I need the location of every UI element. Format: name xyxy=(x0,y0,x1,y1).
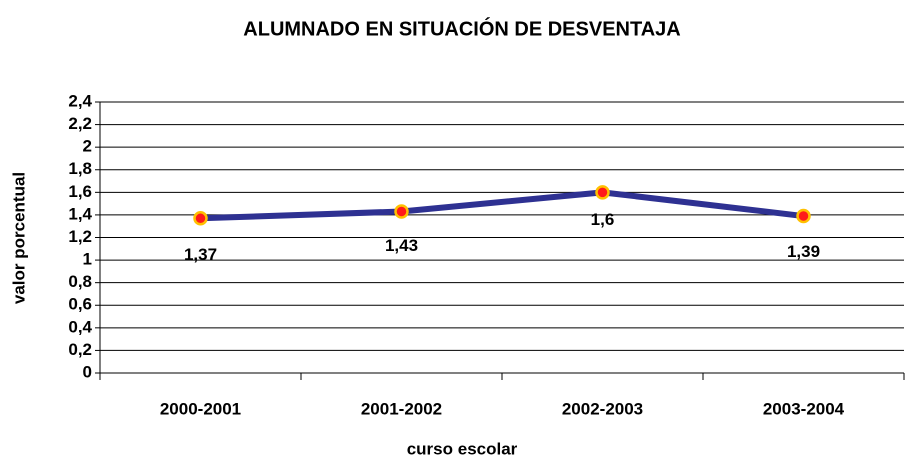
chart-title: ALUMNADO EN SITUACIÓN DE DESVENTAJA xyxy=(243,16,680,40)
data-point xyxy=(796,208,811,224)
data-point xyxy=(595,185,610,200)
y-axis-title: valor porcentual xyxy=(9,172,28,304)
x-axis-title: curso escolar xyxy=(407,439,518,458)
y-tick-label: 2,4 xyxy=(68,91,92,110)
y-tick-label: 0,2 xyxy=(68,340,92,359)
x-tick-label: 2001-2002 xyxy=(361,399,442,418)
y-tick-label: 0,8 xyxy=(68,272,92,291)
x-tick-label: 2003-2004 xyxy=(763,399,845,418)
y-tick-label: 1,8 xyxy=(68,159,92,178)
data-label: 1,43 xyxy=(385,236,418,255)
y-tick-label: 2,2 xyxy=(68,114,92,133)
y-tick-label: 0 xyxy=(83,362,92,381)
series-line xyxy=(200,189,804,222)
data-label: 1,6 xyxy=(591,210,615,229)
data-point xyxy=(193,211,208,226)
x-tick-label: 2002-2003 xyxy=(562,399,643,418)
x-tick-label: 2000-2001 xyxy=(160,399,241,418)
y-tick-label: 1,2 xyxy=(68,227,92,246)
y-tick-label: 0,6 xyxy=(68,295,92,314)
data-label: 1,37 xyxy=(184,245,217,264)
data-point xyxy=(394,204,409,219)
y-tick-label: 1 xyxy=(83,250,92,269)
y-tick-label: 2 xyxy=(83,137,92,156)
data-label: 1,39 xyxy=(787,242,820,261)
y-tick-label: 1,6 xyxy=(68,182,92,201)
y-tick-label: 1,4 xyxy=(68,204,92,223)
y-tick-label: 0,4 xyxy=(68,317,92,336)
